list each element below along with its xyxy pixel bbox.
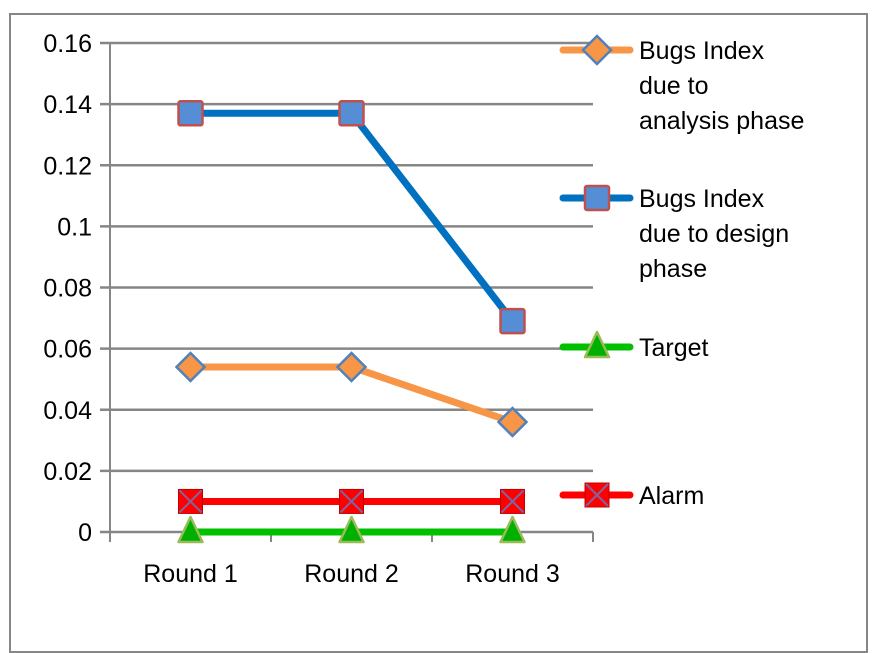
legend-label: Target bbox=[639, 334, 709, 362]
marker-cross bbox=[500, 489, 525, 514]
diamond-marker-icon bbox=[581, 34, 613, 66]
marker-cross bbox=[339, 489, 364, 514]
square-marker-icon bbox=[499, 307, 526, 335]
triangle-marker-icon bbox=[583, 330, 611, 359]
y-tick-label: 0.16 bbox=[43, 30, 92, 58]
x-tick-label: Round 1 bbox=[143, 560, 238, 588]
series-bugs-index-due-to-analysis-phase bbox=[174, 351, 529, 438]
y-tick-label: 0 bbox=[78, 519, 92, 547]
x-square-marker-icon bbox=[178, 488, 203, 514]
series-line bbox=[190, 109, 516, 324]
diamond-marker-icon bbox=[174, 351, 207, 383]
y-tick-label: 0.14 bbox=[43, 91, 92, 119]
series-target bbox=[177, 515, 526, 544]
legend-label: Alarm bbox=[639, 482, 704, 510]
triangle-marker-icon bbox=[338, 515, 365, 544]
marker-cross bbox=[178, 489, 203, 514]
legend-item: Target bbox=[559, 330, 709, 362]
legend-label: phase bbox=[639, 255, 707, 283]
y-tick-label: 0.04 bbox=[43, 397, 92, 425]
marker-cross bbox=[585, 483, 609, 507]
square-marker-icon bbox=[177, 100, 204, 127]
y-tick-label: 0.06 bbox=[43, 336, 92, 364]
y-tick-label: 0.1 bbox=[57, 213, 92, 241]
x-square-marker-icon bbox=[500, 488, 525, 514]
square-marker-icon bbox=[583, 184, 611, 212]
line-chart: 0 0.02 0.04 0.06 0.08 0.1 0.12 0.14 0.16 Round 1 R… bbox=[43, 30, 804, 588]
legend-item: Bugs Index due to analysis phase bbox=[559, 34, 804, 135]
legend-label: Bugs Index bbox=[639, 185, 765, 213]
y-tick-label: 0.02 bbox=[43, 458, 92, 486]
series-alarm bbox=[178, 488, 525, 514]
x-square-marker-icon bbox=[584, 482, 610, 508]
x-square-marker-icon bbox=[339, 488, 364, 514]
y-tick-label: 0.08 bbox=[43, 275, 92, 303]
legend-label: analysis phase bbox=[639, 107, 804, 135]
legend-item: Bugs Index due to design phase bbox=[559, 184, 789, 283]
chart-frame bbox=[9, 13, 868, 653]
legend-label: due to bbox=[639, 72, 709, 100]
x-tick-label: Round 2 bbox=[304, 560, 399, 588]
legend-label: Bugs Index bbox=[639, 37, 765, 65]
series-layer bbox=[174, 100, 529, 544]
legend-label: due to design bbox=[639, 220, 789, 248]
square-marker-icon bbox=[338, 100, 365, 127]
triangle-marker-icon bbox=[499, 515, 526, 544]
diamond-marker-icon bbox=[496, 406, 529, 438]
legend-item: Alarm bbox=[559, 482, 704, 510]
axes: 0 0.02 0.04 0.06 0.08 0.1 0.12 0.14 0.16 Round 1 R… bbox=[43, 30, 594, 588]
y-tick-label: 0.12 bbox=[43, 152, 92, 180]
diamond-marker-icon bbox=[335, 351, 368, 383]
triangle-marker-icon bbox=[177, 515, 204, 544]
x-tick-label: Round 3 bbox=[465, 560, 560, 588]
series-bugs-index-due-to-design-phase bbox=[177, 100, 526, 335]
